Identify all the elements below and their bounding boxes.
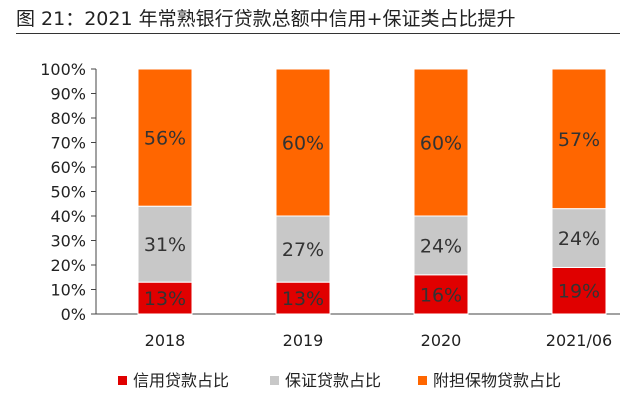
bar-data-label: 19%	[558, 281, 600, 303]
bar-data-label: 31%	[144, 234, 186, 256]
bar-segment-guarantee	[275, 215, 331, 283]
y-tick-label: 20%	[50, 256, 86, 275]
legend-label: 附担保物贷款占比	[433, 371, 561, 390]
legend-label: 信用贷款占比	[133, 371, 229, 390]
legend-swatch	[418, 376, 427, 385]
y-tick-label: 40%	[50, 207, 86, 226]
x-category-label: 2019	[283, 331, 324, 350]
bar-data-label: 27%	[282, 239, 324, 261]
y-tick-label: 90%	[50, 85, 86, 104]
chart-data-labels: 13% 31% 56% 13% 27% 60% 16% 24% 60% 19% 24% 57%	[144, 128, 600, 310]
chart-legend: 信用贷款占比 保证贷款占比 附担保物贷款占比	[118, 371, 561, 390]
bar-data-label: 60%	[420, 133, 462, 155]
x-category-label: 2018	[145, 331, 186, 350]
y-tick-label: 80%	[50, 109, 86, 128]
title-divider	[16, 33, 620, 34]
legend-swatch	[270, 376, 279, 385]
bar-segment-credit	[275, 281, 331, 315]
bar-segment-credit	[551, 266, 607, 315]
bar-data-label: 60%	[282, 133, 324, 155]
figure-title: 图 21：2021 年常熟银行贷款总额中信用+保证类占比提升	[16, 8, 516, 30]
y-tick-label: 60%	[50, 158, 86, 177]
bar-segment-credit	[137, 281, 193, 315]
chart-bars	[137, 68, 607, 315]
bar-data-label: 56%	[144, 128, 186, 150]
bar-segment-collateral	[413, 68, 469, 217]
bar-data-label: 57%	[558, 129, 600, 151]
bar-data-label: 16%	[420, 284, 462, 306]
y-tick-label: 0%	[61, 305, 86, 324]
bar-segment-guarantee	[137, 205, 193, 283]
legend-swatch	[118, 376, 127, 385]
x-category-label: 2021/06	[546, 331, 612, 350]
y-tick-label: 10%	[50, 281, 86, 300]
y-tick-label: 50%	[50, 183, 86, 202]
legend-label: 保证贷款占比	[285, 371, 381, 390]
bar-segment-collateral	[551, 68, 607, 210]
y-tick-label: 30%	[50, 232, 86, 251]
bar-data-label: 24%	[558, 228, 600, 250]
y-tick-label: 70%	[50, 134, 86, 153]
bar-data-label: 13%	[282, 288, 324, 310]
bar-segment-guarantee	[413, 215, 469, 276]
bar-segment-guarantee	[551, 208, 607, 268]
chart-axes: 0% 10% 20% 30% 40% 50% 60% 70% 80% 90% 100% 2018 201…	[40, 60, 620, 350]
bar-data-label: 24%	[420, 235, 462, 257]
bar-segment-collateral	[275, 68, 331, 217]
y-tick-label: 100%	[40, 60, 86, 79]
x-category-label: 2020	[421, 331, 462, 350]
bar-data-label: 13%	[144, 288, 186, 310]
bar-segment-collateral	[137, 68, 193, 207]
bar-segment-credit	[413, 274, 469, 315]
